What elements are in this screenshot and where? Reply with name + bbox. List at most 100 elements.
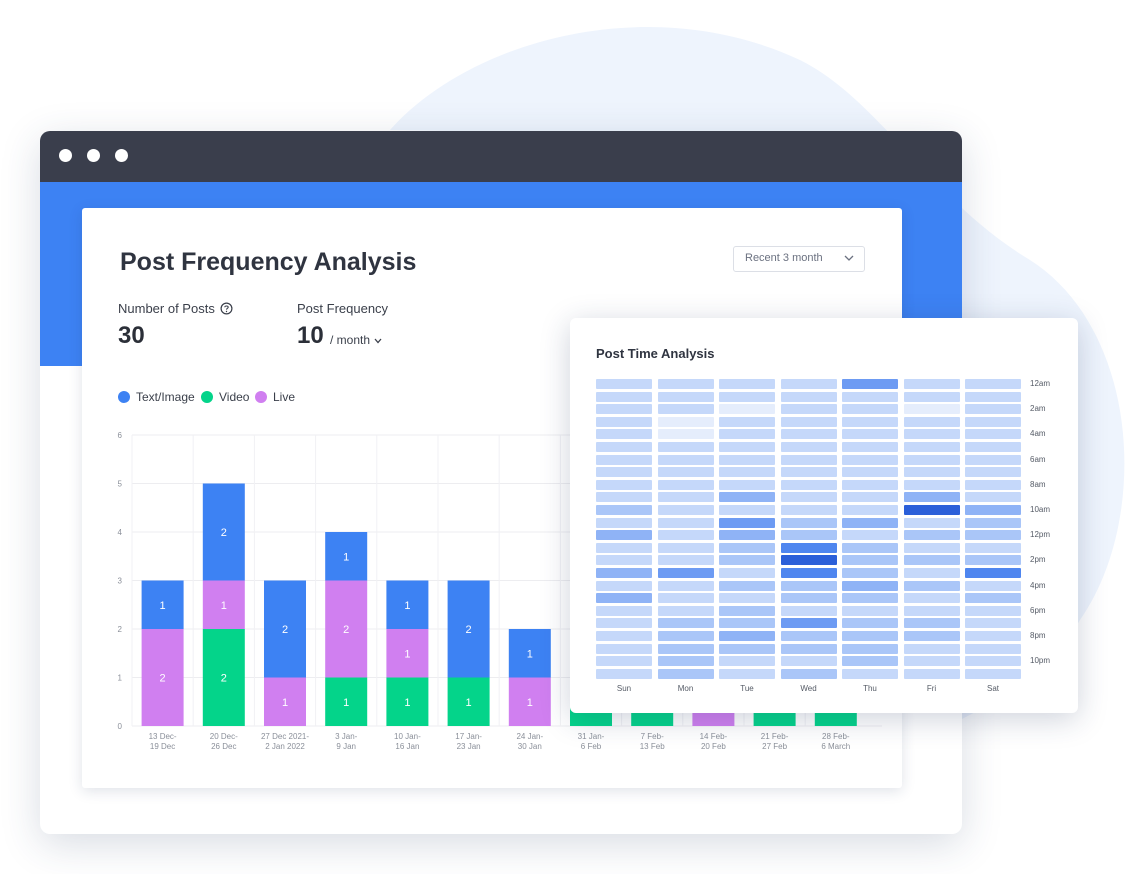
heatmap-cell: [965, 454, 1021, 465]
heatmap-cell: [903, 416, 960, 427]
range-dropdown[interactable]: Recent 3 month: [733, 246, 865, 272]
x-tick-label: 14 Feb-: [700, 732, 728, 741]
heatmap-cell: [596, 379, 652, 389]
bar-segment-text-image: [141, 580, 184, 629]
heatmap-cell: [657, 442, 714, 452]
bar-value-label: 2: [466, 624, 472, 636]
window-dot-close[interactable]: [59, 149, 72, 162]
heatmap-cell: [903, 643, 960, 654]
heatmap-cell: [780, 593, 837, 604]
y-tick-label: 0: [118, 722, 123, 731]
heatmap-cell: [780, 580, 837, 591]
post-time-analysis-card: Post Time Analysis 12am 2am 4am 6am 8am 10am 1…: [570, 318, 1078, 713]
bar-value-label: 1: [282, 697, 288, 709]
heatmap-cell: [965, 631, 1021, 641]
heatmap-cell: [719, 542, 775, 553]
heatmap-cell: [903, 668, 960, 679]
heatmap-cell: [965, 492, 1021, 503]
heatmap-cell: [780, 492, 837, 503]
heatmap-cell: [596, 542, 652, 553]
bar-value-label: 2: [160, 673, 166, 685]
heatmap-cell: [657, 379, 714, 389]
heatmap-cell: [657, 593, 714, 604]
heatmap-cell: [657, 517, 714, 528]
heatmap-cell: [842, 618, 898, 629]
bar-value-label: 1: [404, 600, 410, 612]
heatmap-cell: [719, 416, 775, 427]
heatmap-cell: [657, 555, 714, 566]
heatmap-day-label: Fri: [926, 684, 937, 693]
heatmap-cell: [780, 542, 837, 553]
bar-value-label: 1: [404, 648, 410, 660]
heatmap-cell: [719, 467, 775, 478]
heatmap-day-label: Sat: [986, 684, 999, 693]
heatmap-cell: [780, 416, 837, 427]
heatmap-cell: [719, 631, 775, 641]
x-tick-label: 9 Jan: [336, 742, 356, 751]
heatmap-cell: [842, 517, 898, 528]
heatmap-cell: [903, 404, 960, 415]
page-title: Post Frequency Analysis: [120, 248, 417, 276]
heatmap-cell: [842, 479, 898, 490]
heatmap-cell: [657, 530, 714, 541]
heatmap-cell: [780, 517, 837, 528]
heatmap-cell: [842, 593, 898, 604]
heatmap-cell: [842, 542, 898, 553]
heatmap-cell: [965, 618, 1021, 629]
heatmap-cell: [903, 542, 960, 553]
window-dot-minimize[interactable]: [87, 149, 100, 162]
x-tick-label: 27 Feb: [762, 742, 787, 751]
chevron-down-icon: [374, 338, 382, 344]
heatmap-cell: [657, 568, 714, 578]
heatmap-cell: [965, 416, 1021, 427]
heatmap-cell: [842, 467, 898, 478]
bar-segment-video: [325, 677, 368, 726]
browser-titlebar: [40, 131, 962, 182]
heatmap-cell: [596, 643, 652, 654]
heatmap-cell: [965, 505, 1021, 515]
frequency-unit-label: / month: [330, 333, 371, 347]
x-tick-label: 28 Feb-: [822, 732, 850, 741]
heatmap-cell: [965, 593, 1021, 604]
heatmap-cell: [596, 618, 652, 629]
heatmap-cell: [903, 492, 960, 503]
heatmap-cell: [780, 404, 837, 415]
x-tick-label: 20 Feb: [701, 742, 726, 751]
heatmap-cell: [596, 656, 652, 667]
window-dot-maximize[interactable]: [115, 149, 128, 162]
heatmap-day-label: Tue: [740, 684, 754, 693]
help-icon[interactable]: [220, 302, 233, 320]
heatmap-day-label: Thu: [863, 684, 877, 693]
frequency-unit-dropdown[interactable]: / month: [330, 333, 383, 347]
heatmap-cell: [842, 656, 898, 667]
heatmap-day-label: Wed: [800, 684, 817, 693]
heatmap-cell: [842, 429, 898, 440]
heatmap-cell: [596, 429, 652, 440]
heatmap-cell: [903, 429, 960, 440]
heatmap-cell: [780, 555, 837, 566]
heatmap-cell: [903, 530, 960, 541]
heatmap-cell: [965, 542, 1021, 553]
heatmap-cell: [965, 656, 1021, 667]
x-tick-label: 23 Jan: [457, 742, 481, 751]
heatmap-cell: [780, 505, 837, 515]
x-tick-label: 27 Dec 2021-: [261, 732, 309, 741]
heatmap-cell: [965, 391, 1021, 402]
heatmap-cell: [596, 454, 652, 465]
heatmap-cell: [719, 643, 775, 654]
heatmap-cell: [657, 643, 714, 654]
x-tick-label: 24 Jan-: [516, 732, 543, 741]
x-tick-label: 21 Feb-: [761, 732, 789, 741]
heatmap-cell: [657, 429, 714, 440]
heatmap-cell: [596, 479, 652, 490]
heatmap-cell: [719, 379, 775, 389]
heatmap-cell: [965, 517, 1021, 528]
heatmap-hour-label: 2am: [1030, 404, 1046, 414]
bar-segment-text-image: [508, 629, 551, 678]
heatmap-cell: [719, 605, 775, 616]
heatmap-cell: [903, 631, 960, 641]
posts-count-label: Number of Posts: [118, 301, 215, 316]
bar-value-label: 1: [221, 600, 227, 612]
heatmap-cell: [719, 618, 775, 629]
bar-value-label: 2: [221, 673, 227, 685]
